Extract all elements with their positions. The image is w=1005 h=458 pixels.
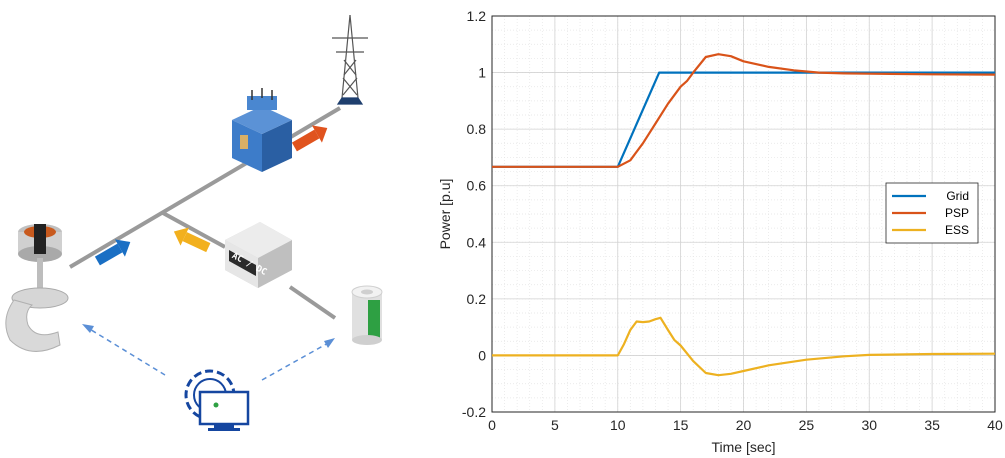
x-tick-label: 25 [799, 417, 815, 433]
x-axis-label: Time [sec] [711, 439, 775, 455]
y-tick-labels: -0.2 0 0.2 0.4 0.6 0.8 1 1.2 [462, 8, 486, 420]
series-layer [492, 53, 996, 377]
legend: Grid PSP ESS [885, 182, 979, 244]
x-tick-label: 0 [488, 417, 496, 433]
plot-frame [491, 15, 996, 413]
x-tick-label: 10 [610, 417, 626, 433]
y-tick-label: -0.2 [462, 404, 486, 420]
x-tick-label: 40 [987, 417, 1003, 433]
legend-label: ESS [945, 223, 969, 237]
y-tick-label: 0 [478, 347, 486, 363]
legend-label: Grid [946, 189, 969, 203]
system-schematic: AC / DC [5, 14, 383, 431]
y-tick-label: 1 [478, 65, 486, 81]
y-tick-label: 1.2 [467, 8, 487, 24]
pumped-storage-icon [5, 224, 69, 352]
control-links [82, 324, 335, 381]
controller-icon [184, 369, 250, 431]
y-tick-label: 0.4 [467, 234, 487, 250]
x-tick-label: 15 [673, 417, 689, 433]
x-tick-label: 35 [924, 417, 940, 433]
power-chart: 0 5 10 15 20 25 30 35 40 -0.200.20.40.60.811.2 T… [437, 8, 1003, 455]
transformer-icon [232, 88, 292, 172]
arrow-blue-icon [94, 239, 131, 266]
arrow-orange-icon [291, 125, 328, 152]
x-tick-label: 5 [551, 417, 559, 433]
converter-box-icon: AC / DC [225, 222, 292, 288]
x-tick-label: 20 [736, 417, 752, 433]
y-tick-label: 0.8 [467, 121, 487, 137]
power-lines [68, 106, 342, 320]
y-axis-label: Power [p.u] [437, 179, 453, 250]
legend-label: PSP [945, 206, 969, 220]
series-line-psp [492, 53, 996, 168]
arrow-yellow-icon [173, 227, 211, 253]
x-tick-label: 30 [861, 417, 877, 433]
y-tick-label: 0.6 [467, 178, 487, 194]
series-line-ess [492, 316, 996, 377]
transmission-tower-icon [332, 14, 368, 105]
battery-icon [351, 285, 383, 345]
x-tick-labels: 0 5 10 15 20 25 30 35 40 [488, 417, 1003, 433]
y-tick-label: 0.2 [467, 291, 487, 307]
